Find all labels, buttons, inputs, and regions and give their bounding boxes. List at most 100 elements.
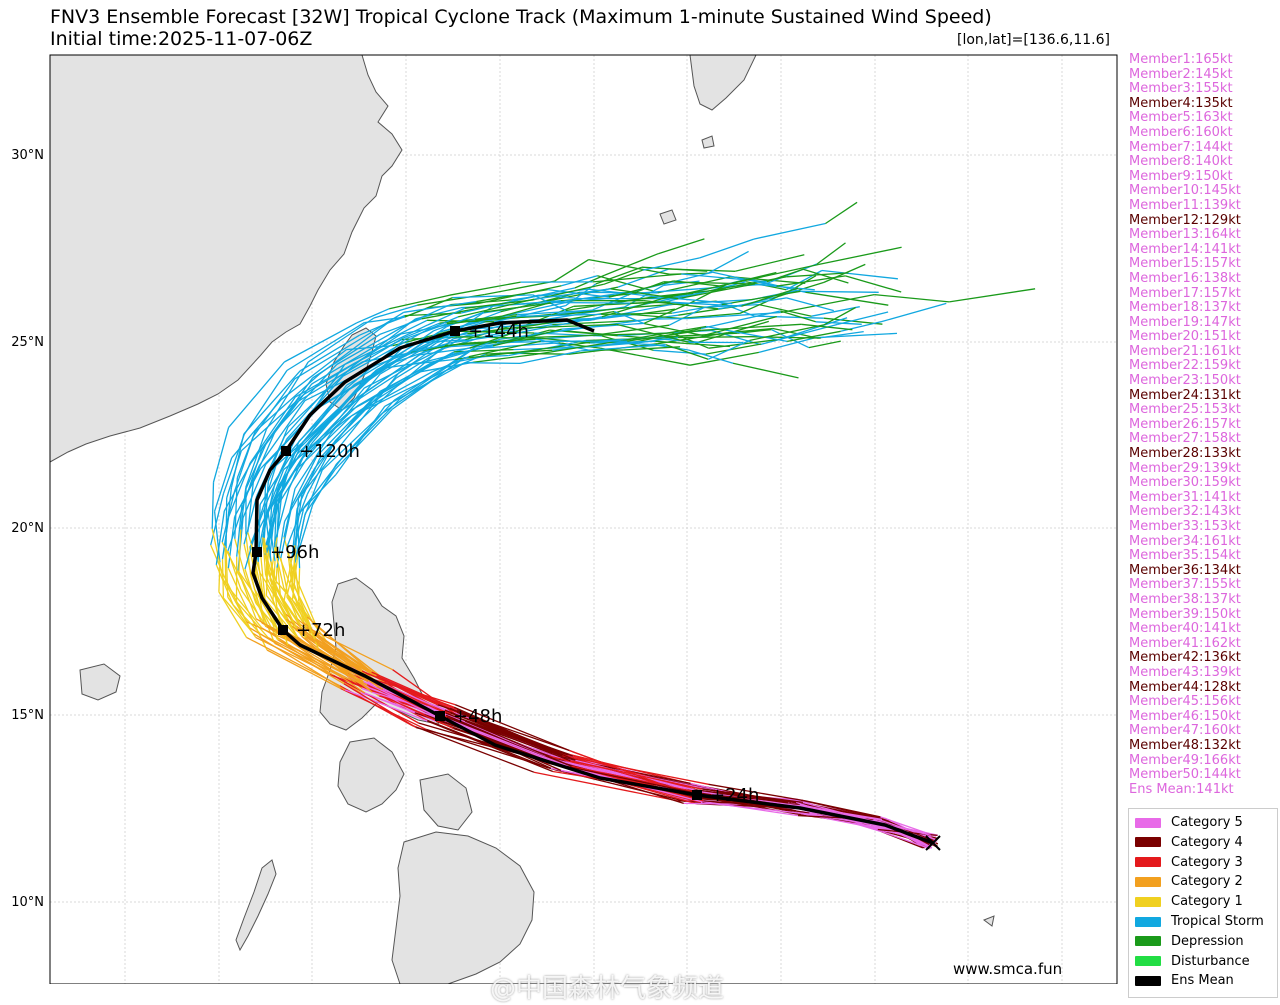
member-intensity-item: Member7:144kt bbox=[1129, 141, 1279, 156]
legend-swatch bbox=[1135, 837, 1161, 847]
member-intensity-item: Member36:134kt bbox=[1129, 564, 1279, 579]
member-intensity-item: Member25:153kt bbox=[1129, 403, 1279, 418]
legend-item: Ens Mean bbox=[1135, 973, 1234, 988]
latitude-labels: 30°N 25°N 20°N 15°N 10°N bbox=[11, 148, 44, 910]
member-intensity-item: Member15:157kt bbox=[1129, 257, 1279, 272]
member-intensity-item: Member23:150kt bbox=[1129, 374, 1279, 389]
legend-item: Category 4 bbox=[1135, 835, 1243, 850]
mean-time-marker-4 bbox=[281, 446, 291, 456]
legend-label: Category 3 bbox=[1171, 855, 1243, 870]
legend-swatch bbox=[1135, 877, 1161, 887]
member-intensity-item: Member9:150kt bbox=[1129, 170, 1279, 185]
legend-swatch bbox=[1135, 818, 1161, 828]
legend-item: Depression bbox=[1135, 934, 1244, 949]
legend-item: Tropical Storm bbox=[1135, 914, 1264, 929]
member-intensity-item: Member29:139kt bbox=[1129, 462, 1279, 477]
mean-time-label-2: +72h bbox=[296, 620, 345, 641]
legend-swatch bbox=[1135, 857, 1161, 867]
member-intensity-item: Member30:159kt bbox=[1129, 476, 1279, 491]
member-intensity-item: Member38:137kt bbox=[1129, 593, 1279, 608]
member-track-46-seg-15 bbox=[551, 303, 630, 304]
member-intensity-item: Member6:160kt bbox=[1129, 126, 1279, 141]
member-intensity-item: Member31:141kt bbox=[1129, 491, 1279, 506]
legend-swatch bbox=[1135, 956, 1161, 966]
lat-label-20: 20°N bbox=[11, 521, 44, 536]
member-intensity-item: Member33:153kt bbox=[1129, 520, 1279, 535]
legend-label: Category 1 bbox=[1171, 894, 1243, 909]
member-intensity-item: Member42:136kt bbox=[1129, 651, 1279, 666]
member-intensity-item: Member13:164kt bbox=[1129, 228, 1279, 243]
lat-label-10: 10°N bbox=[11, 895, 44, 910]
member-intensity-item: Member11:139kt bbox=[1129, 199, 1279, 214]
member-intensity-item: Member20:151kt bbox=[1129, 330, 1279, 345]
mean-time-label-5: +144h bbox=[468, 321, 529, 342]
member-intensity-item: Member10:145kt bbox=[1129, 184, 1279, 199]
legend-label: Category 5 bbox=[1171, 815, 1243, 830]
legend: Category 5 Category 4 Category 3 Category 2… bbox=[1128, 808, 1278, 998]
legend-swatch bbox=[1135, 917, 1161, 927]
member-intensity-item: Member14:141kt bbox=[1129, 243, 1279, 258]
legend-label: Ens Mean bbox=[1171, 973, 1234, 988]
legend-item: Disturbance bbox=[1135, 954, 1250, 969]
legend-label: Category 2 bbox=[1171, 874, 1243, 889]
legend-swatch bbox=[1135, 936, 1161, 946]
member-intensity-item: Member35:154kt bbox=[1129, 549, 1279, 564]
member-intensity-item: Member46:150kt bbox=[1129, 710, 1279, 725]
member-track-22-seg-16 bbox=[651, 319, 690, 320]
legend-label: Disturbance bbox=[1171, 954, 1250, 969]
member-intensity-item: Member44:128kt bbox=[1129, 681, 1279, 696]
lat-label-15: 15°N bbox=[11, 708, 44, 723]
member-intensity-item: Member50:144kt bbox=[1129, 768, 1279, 783]
member-intensity-item: Member39:150kt bbox=[1129, 608, 1279, 623]
member-intensity-item: Member28:133kt bbox=[1129, 447, 1279, 462]
lat-label-30: 30°N bbox=[11, 148, 44, 163]
mean-time-label-3: +96h bbox=[270, 542, 319, 563]
legend-item: Category 2 bbox=[1135, 874, 1243, 889]
member-intensity-item: Member49:166kt bbox=[1129, 754, 1279, 769]
member-intensity-item: Member48:132kt bbox=[1129, 739, 1279, 754]
member-intensity-item: Member43:139kt bbox=[1129, 666, 1279, 681]
member-intensity-item: Member45:156kt bbox=[1129, 695, 1279, 710]
member-intensity-item: Member21:161kt bbox=[1129, 345, 1279, 360]
legend-item: Category 1 bbox=[1135, 894, 1243, 909]
legend-swatch bbox=[1135, 897, 1161, 907]
legend-label: Tropical Storm bbox=[1171, 914, 1264, 929]
mean-time-marker-3 bbox=[252, 547, 262, 557]
legend-item: Category 3 bbox=[1135, 855, 1243, 870]
member-intensity-item: Member22:159kt bbox=[1129, 359, 1279, 374]
legend-label: Depression bbox=[1171, 934, 1244, 949]
member-intensity-item: Member12:129kt bbox=[1129, 214, 1279, 229]
member-intensity-item: Member2:145kt bbox=[1129, 68, 1279, 83]
member-intensity-item: Member3:155kt bbox=[1129, 82, 1279, 97]
mean-time-label-4: +120h bbox=[299, 441, 360, 462]
member-intensity-item: Member27:158kt bbox=[1129, 432, 1279, 447]
member-intensity-item: Member47:160kt bbox=[1129, 724, 1279, 739]
track-map[interactable]: +24h +48h +72h +96h +120h +144h 30°N 25°N 20°N 1… bbox=[0, 0, 1120, 984]
lat-label-25: 25°N bbox=[11, 335, 44, 350]
member-intensity-item: Member8:140kt bbox=[1129, 155, 1279, 170]
member-intensity-item: Member5:163kt bbox=[1129, 111, 1279, 126]
member-intensity-item: Member17:157kt bbox=[1129, 287, 1279, 302]
member-intensity-item: Member40:141kt bbox=[1129, 622, 1279, 637]
member-track-46-seg-16 bbox=[630, 302, 671, 303]
mean-time-marker-1 bbox=[435, 711, 445, 721]
mean-time-label-0: +24h bbox=[710, 785, 759, 806]
member-intensity-item: Member18:137kt bbox=[1129, 301, 1279, 316]
mean-time-label-1: +48h bbox=[453, 706, 502, 727]
mean-time-marker-2 bbox=[278, 625, 288, 635]
member-intensity-item: Member24:131kt bbox=[1129, 389, 1279, 404]
watermark-url: www.smca.fun bbox=[953, 960, 1062, 978]
member-intensity-item: Member1:165kt bbox=[1129, 53, 1279, 68]
member-intensity-item: Ens Mean:141kt bbox=[1129, 783, 1279, 798]
member-intensity-item: Member16:138kt bbox=[1129, 272, 1279, 287]
mean-time-marker-0 bbox=[692, 790, 702, 800]
member-intensity-item: Member32:143kt bbox=[1129, 505, 1279, 520]
legend-label: Category 4 bbox=[1171, 835, 1243, 850]
watermark-weibo: @中国森林气象频道 bbox=[490, 968, 724, 1005]
member-intensity-item: Member26:157kt bbox=[1129, 418, 1279, 433]
legend-item: Category 5 bbox=[1135, 815, 1243, 830]
legend-swatch bbox=[1135, 976, 1161, 986]
member-track-48-seg-13 bbox=[465, 363, 520, 364]
member-intensity-item: Member19:147kt bbox=[1129, 316, 1279, 331]
